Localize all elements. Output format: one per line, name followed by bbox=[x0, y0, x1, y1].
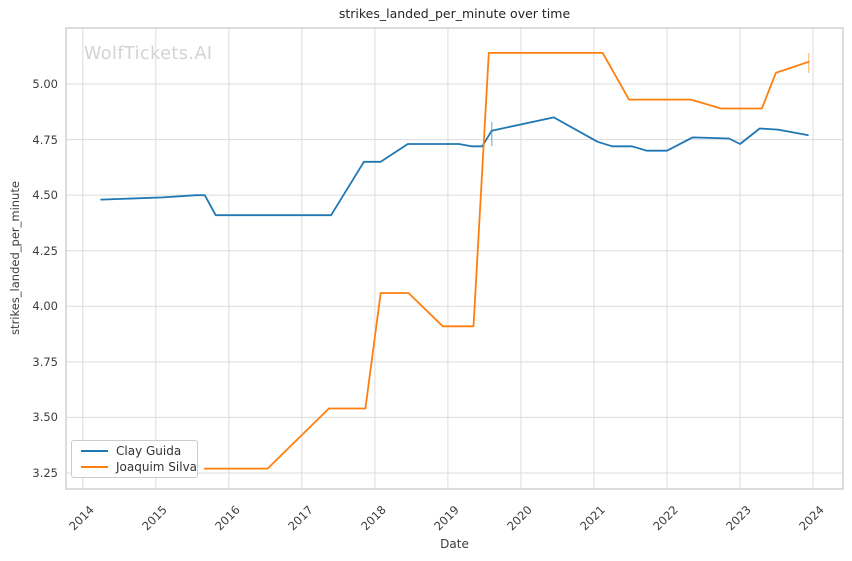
series-line-joaquim-silva bbox=[203, 52, 810, 470]
plot-frame bbox=[65, 27, 844, 490]
legend-item-joaquim-silva: Joaquim Silva bbox=[72, 460, 197, 474]
watermark-text: WolfTickets.AI bbox=[84, 44, 213, 64]
y-tick-label: 3.50 bbox=[32, 410, 58, 425]
y-tick-label: 4.75 bbox=[32, 132, 58, 147]
y-tick-label: 5.00 bbox=[32, 77, 58, 91]
y-tick-label: 4.50 bbox=[32, 188, 58, 203]
legend-swatch-joaquim-silva bbox=[81, 466, 108, 468]
legend-item-clay-guida: Clay Guida bbox=[72, 444, 197, 458]
legend: Clay Guida Joaquim Silva bbox=[71, 440, 198, 478]
y-tick-label: 4.00 bbox=[32, 299, 58, 314]
y-axis-label: strikes_landed_per_minute bbox=[8, 181, 22, 335]
legend-label-clay-guida: Clay Guida bbox=[116, 444, 182, 458]
y-tick-label: 4.25 bbox=[32, 243, 58, 258]
chart-title: strikes_landed_per_minute over time bbox=[338, 6, 571, 21]
y-tick-label: 3.25 bbox=[32, 465, 58, 480]
legend-swatch-clay-guida bbox=[81, 450, 108, 452]
legend-label-joaquim-silva: Joaquim Silva bbox=[116, 460, 198, 474]
y-tick-label: 3.75 bbox=[32, 354, 58, 369]
x-axis-label: Date bbox=[440, 537, 469, 551]
series-line-clay-guida bbox=[100, 116, 809, 217]
